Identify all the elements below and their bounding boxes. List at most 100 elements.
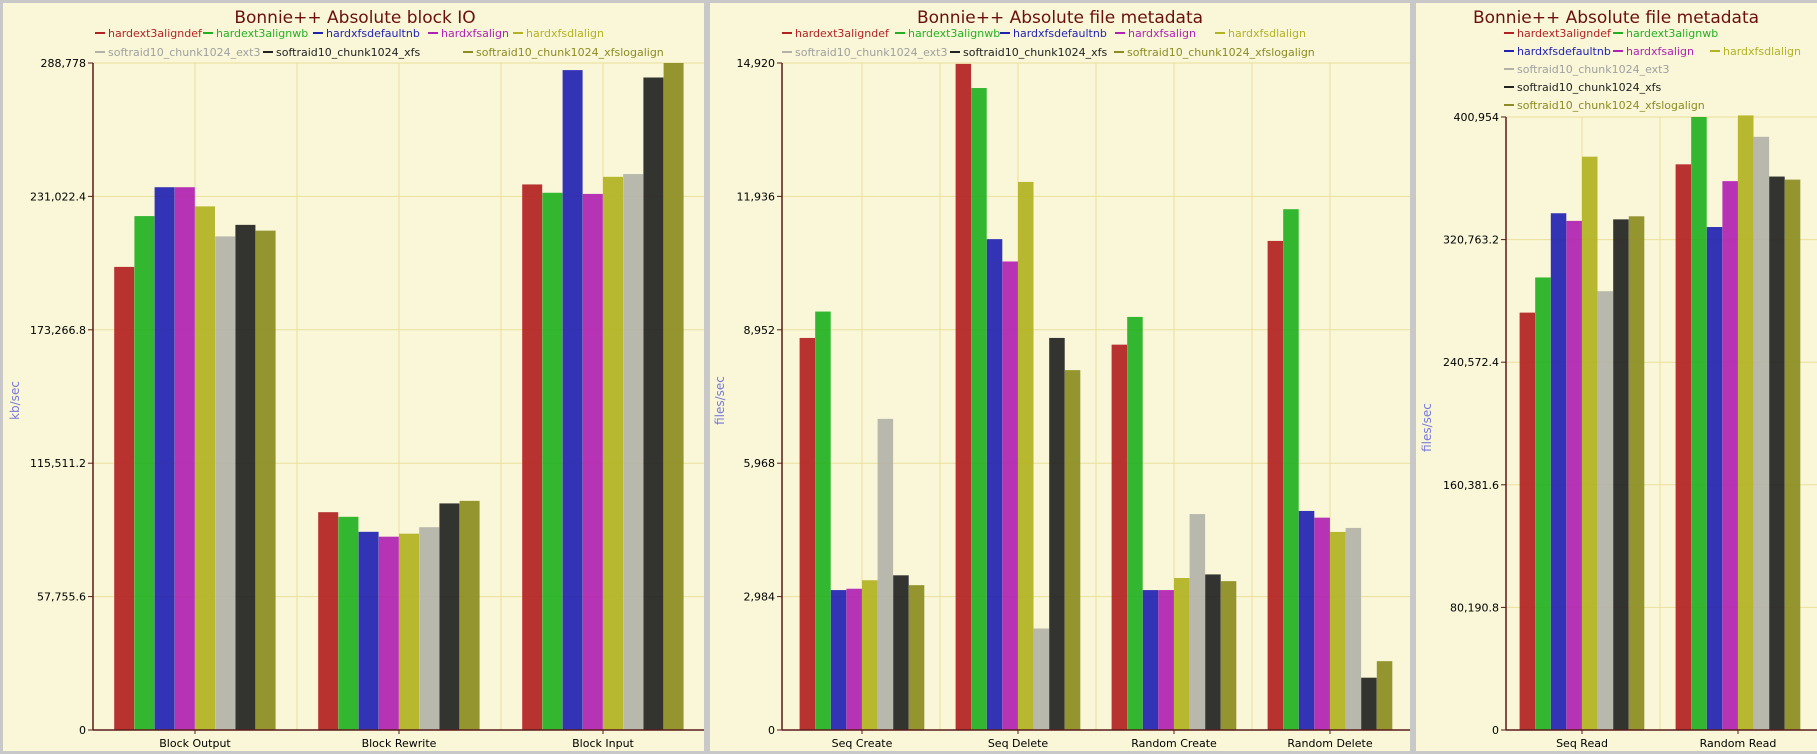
bar-hardext3aligndef-random-read [1675,164,1692,730]
chart-title: Bonnie++ Absolute file metadata [917,8,1203,28]
bar-softraid10_chunk1024_xfs-seq-read [1613,219,1629,731]
bar-hardext3aligndef-block-rewrite [318,512,339,730]
bar-softraid10_chunk1024_xfslogalign-random-delete [1376,661,1393,730]
legend-item-hardxfsdlalign: hardxfsdlalign [1710,45,1801,58]
bar-hardxfsalign-block-output [174,187,195,730]
x-category-label: Seq Read [1556,737,1608,750]
legend-item-hardxfsalign: hardxfsalign [1613,45,1694,58]
legend-item-hardext3aligndef: hardext3aligndef [782,27,890,40]
legend-item-softraid10_chunk1024_xfslogalign: softraid10_chunk1024_xfslogalign [463,46,664,59]
bar-hardxfsdefaultnb-seq-read [1550,213,1567,731]
bar-softraid10_chunk1024_xfslogalign-block-input [663,63,684,730]
bar-softraid10_chunk1024_ext3-random-delete [1345,527,1362,730]
bar-hardxfsdlalign-random-read [1738,115,1754,730]
legend-item-softraid10_chunk1024_ext3: softraid10_chunk1024_ext3 [782,46,947,59]
legend-label: hardext3alignwb [216,27,308,40]
legend-item-hardext3alignwb: hardext3alignwb [1613,27,1718,40]
legend-label: softraid10_chunk1024_xfslogalign [476,46,664,59]
bar-hardext3alignwb-random-create [1127,316,1143,730]
bar-softraid10_chunk1024_xfslogalign-block-rewrite [459,500,480,730]
y-tick-label: 11,936 [737,190,776,203]
x-category-label: Random Read [1700,737,1777,750]
legend-label: hardxfsalign [1626,45,1694,58]
legend-label: hardext3alignwb [908,27,1000,40]
legend-label: softraid10_chunk1024_ext3 [108,46,260,59]
y-tick-label: 14,920 [737,57,776,70]
legend-item-hardxfsalign: hardxfsalign [428,27,509,40]
bar-softraid10_chunk1024_xfs-seq-delete [1049,337,1065,730]
chart-svg-file-metadata: Bonnie++ Absolute file metadatahardext3a… [713,8,1410,750]
legend-label: hardxfsalign [1128,27,1196,40]
legend-label: hardxfsdlalign [1228,27,1306,40]
bar-hardext3aligndef-random-create [1111,344,1128,730]
x-category-label: Block Input [572,737,634,750]
legend-label: hardext3aligndef [795,27,890,40]
bar-hardxfsdefaultnb-random-delete [1298,510,1315,730]
legend-label: hardxfsdefaultnb [1517,45,1611,58]
y-tick-label: 240,572.4 [1443,356,1499,369]
chart-panel-file-metadata: Bonnie++ Absolute file metadata hardext3a… [710,3,1410,751]
chart-panel-block-io: Bonnie++ Absolute block IO hardext3alignd… [3,3,704,751]
bar-softraid10_chunk1024_ext3-seq-read [1597,291,1614,730]
bar-hardxfsdefaultnb-block-output [154,187,175,730]
legend-label: hardxfsdlalign [1723,45,1801,58]
chart-title: Bonnie++ Absolute file metadata [1473,8,1759,28]
bar-softraid10_chunk1024_xfslogalign-seq-read [1628,216,1645,730]
bar-hardext3alignwb-random-read [1691,117,1707,730]
bar-hardxfsalign-seq-read [1566,220,1582,730]
bar-hardext3aligndef-random-delete [1267,240,1284,730]
bar-hardxfsdlalign-random-delete [1330,531,1346,730]
bar-softraid10_chunk1024_xfs-random-create [1205,574,1221,730]
legend-label: softraid10_chunk1024_xfs [963,46,1107,59]
bar-hardext3alignwb-block-rewrite [338,516,359,730]
x-category-label: Block Output [159,737,231,750]
legend-item-hardxfsdlalign: hardxfsdlalign [1215,27,1306,40]
chart-panel-file-metadata-read: Bonnie++ Absolute file metadata hardext3a… [1416,3,1817,751]
y-tick-label: 2,984 [744,591,776,604]
x-category-label: Block Rewrite [362,737,437,750]
x-category-label: Random Create [1131,737,1217,750]
legend-item-hardext3alignwb: hardext3alignwb [895,27,1000,40]
legend-item-softraid10_chunk1024_xfs: softraid10_chunk1024_xfs [1504,81,1661,94]
bar-hardxfsdefaultnb-block-rewrite [358,531,379,730]
bar-hardxfsalign-random-create [1158,590,1174,730]
legend-item-softraid10_chunk1024_xfs: softraid10_chunk1024_xfs [950,46,1107,59]
y-tick-label: 80,190.8 [1450,601,1499,614]
legend-label: hardxfsdefaultnb [1013,27,1107,40]
chart-title: Bonnie++ Absolute block IO [234,8,475,28]
bar-softraid10_chunk1024_ext3-seq-create [877,418,894,730]
bar-hardxfsdefaultnb-random-create [1142,590,1159,730]
bar-hardxfsdlalign-block-rewrite [399,533,419,730]
bar-hardxfsdlalign-random-create [1174,578,1190,730]
legend-item-softraid10_chunk1024_xfslogalign: softraid10_chunk1024_xfslogalign [1504,99,1705,112]
y-tick-label: 0 [1492,724,1499,737]
legend-item-hardxfsalign: hardxfsalign [1115,27,1196,40]
bar-hardext3alignwb-seq-delete [971,88,987,730]
bar-hardxfsdefaultnb-seq-delete [986,239,1003,731]
bar-softraid10_chunk1024_xfslogalign-random-create [1220,581,1237,730]
y-tick-label: 160,381.6 [1443,479,1499,492]
bar-hardxfsdefaultnb-seq-create [830,590,847,730]
x-category-label: Seq Create [832,737,893,750]
legend-item-hardext3alignwb: hardext3alignwb [203,27,308,40]
legend-label: hardext3aligndef [1517,27,1612,40]
bar-softraid10_chunk1024_xfslogalign-random-read [1784,179,1801,730]
bar-hardxfsdefaultnb-random-read [1706,227,1723,730]
y-tick-label: 0 [79,724,86,737]
bar-softraid10_chunk1024_xfs-block-rewrite [439,503,460,730]
bar-hardxfsdlalign-block-input [603,176,623,730]
y-tick-label: 400,954 [1454,111,1500,124]
bar-softraid10_chunk1024_ext3-random-read [1753,136,1770,731]
bar-hardxfsdlalign-block-output [195,206,215,730]
legend-item-hardext3aligndef: hardext3aligndef [1504,27,1612,40]
bar-hardext3alignwb-seq-read [1535,277,1551,730]
legend-label: softraid10_chunk1024_xfs [276,46,420,59]
y-axis-label: kb/sec [8,381,22,420]
legend-item-softraid10_chunk1024_ext3: softraid10_chunk1024_ext3 [95,46,260,59]
x-category-label: Random Delete [1287,737,1372,750]
y-tick-label: 8,952 [744,324,776,337]
bar-softraid10_chunk1024_ext3-block-input [623,174,644,730]
bar-hardxfsdlalign-seq-delete [1018,181,1034,731]
y-axis-label: files/sec [713,376,727,425]
legend-label: hardxfsalign [441,27,509,40]
